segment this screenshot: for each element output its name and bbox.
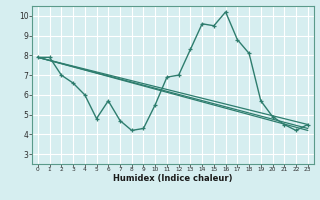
- X-axis label: Humidex (Indice chaleur): Humidex (Indice chaleur): [113, 174, 233, 183]
